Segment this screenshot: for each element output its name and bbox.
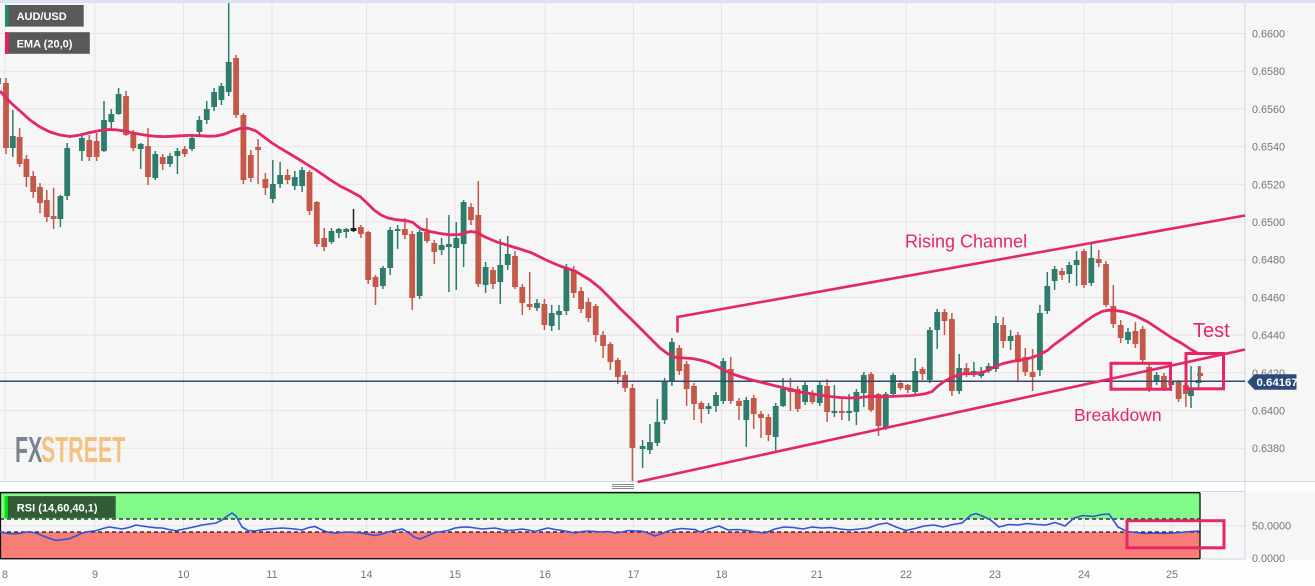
- svg-text:50.0000: 50.0000: [1252, 521, 1291, 533]
- svg-text:23: 23: [989, 569, 1001, 581]
- svg-text:21: 21: [811, 569, 823, 581]
- svg-text:18: 18: [715, 569, 727, 581]
- svg-text:0.64167: 0.64167: [1257, 377, 1298, 389]
- svg-text:0.6540: 0.6540: [1252, 142, 1285, 154]
- svg-text:14: 14: [360, 569, 372, 581]
- svg-text:8: 8: [2, 569, 8, 581]
- svg-text:Breakdown: Breakdown: [1074, 405, 1162, 425]
- svg-text:0.6520: 0.6520: [1252, 179, 1285, 191]
- svg-text:0.6380: 0.6380: [1252, 443, 1285, 455]
- svg-text:EMA (20,0): EMA (20,0): [17, 38, 73, 50]
- svg-text:Test: Test: [1193, 320, 1230, 342]
- svg-text:RSI (14,60,40,1): RSI (14,60,40,1): [17, 502, 98, 514]
- svg-text:0.6460: 0.6460: [1252, 292, 1285, 304]
- svg-text:0.6440: 0.6440: [1252, 330, 1285, 342]
- svg-text:FX: FX: [15, 430, 42, 470]
- svg-text:15: 15: [449, 569, 461, 581]
- svg-text:0.6560: 0.6560: [1252, 104, 1285, 116]
- svg-text:10: 10: [177, 569, 189, 581]
- svg-text:24: 24: [1078, 569, 1090, 581]
- svg-text:16: 16: [539, 569, 551, 581]
- svg-text:STREET: STREET: [41, 430, 125, 470]
- svg-text:9: 9: [92, 569, 98, 581]
- svg-text:0.6480: 0.6480: [1252, 255, 1285, 267]
- svg-text:25: 25: [1166, 569, 1178, 581]
- svg-text:Rising Channel: Rising Channel: [905, 232, 1027, 252]
- svg-text:0.6400: 0.6400: [1252, 406, 1285, 418]
- svg-text:AUD/USD: AUD/USD: [17, 11, 67, 23]
- svg-text:22: 22: [900, 569, 912, 581]
- svg-text:0.0000: 0.0000: [1252, 553, 1285, 565]
- svg-text:0.6600: 0.6600: [1252, 29, 1285, 41]
- svg-text:0.6500: 0.6500: [1252, 217, 1285, 229]
- svg-text:11: 11: [266, 569, 277, 581]
- svg-text:17: 17: [627, 569, 639, 581]
- svg-text:0.6580: 0.6580: [1252, 66, 1285, 78]
